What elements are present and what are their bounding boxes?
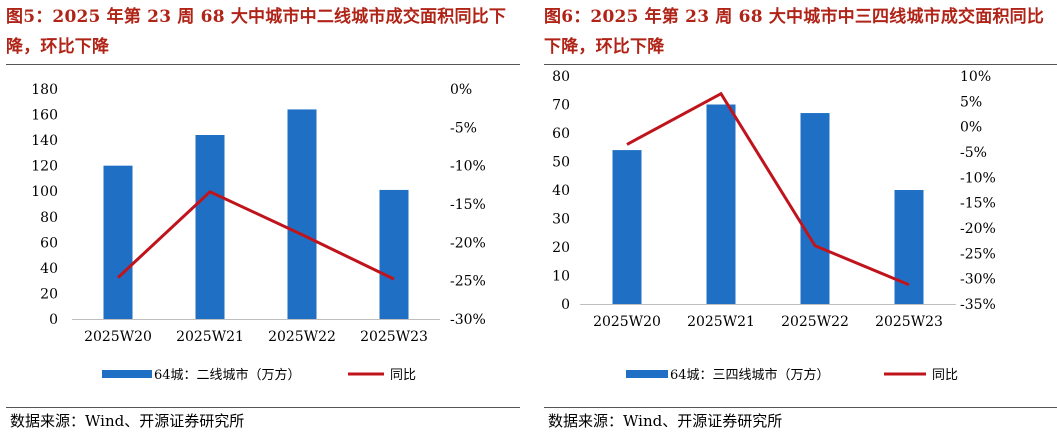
source-note: 数据来源：Wind、开源证券研究所 xyxy=(548,412,783,430)
right-axis-tick-label: -5% xyxy=(450,120,477,136)
chart-panel-right: 图6：2025 年第 23 周 68 大中城市中三四线城市成交面积同比下降，环比… xyxy=(544,0,1057,436)
right-axis-tick-label: 10% xyxy=(960,69,991,85)
legend-label-bar: 64城：二线城市（万方） xyxy=(154,367,301,383)
right-axis-tick-label: -25% xyxy=(450,274,486,290)
chart-figure: 0 10 20 30 40 50 60 70 80 10% 5% 0% -5% -10% -15% -20% -… xyxy=(552,69,996,383)
source-note: 数据来源：Wind、开源证券研究所 xyxy=(10,412,245,430)
legend-swatch-bar xyxy=(102,370,152,378)
x-axis-tick-label: 2025W21 xyxy=(176,329,244,345)
left-axis-tick-label: 20 xyxy=(40,286,58,302)
right-axis-tick-label: -20% xyxy=(960,221,996,237)
legend-label-line: 同比 xyxy=(932,368,958,383)
bar xyxy=(195,135,225,319)
right-axis-tick-label: -10% xyxy=(450,159,486,175)
x-axis-tick-label: 2025W20 xyxy=(84,329,152,345)
left-axis-tick-label: 70 xyxy=(552,98,570,114)
right-axis-tick-label: -35% xyxy=(960,297,996,313)
bar xyxy=(103,165,133,319)
right-axis-tick-label: -10% xyxy=(960,170,996,186)
chart-title: 图6：2025 年第 23 周 68 大中城市中三四线城市成交面积同比下降，环比… xyxy=(544,7,1045,57)
bottom-divider xyxy=(6,407,520,408)
legend-label-bar: 64城：三四线城市（万方） xyxy=(670,367,830,383)
left-axis-tick-label: 60 xyxy=(552,126,570,142)
left-axis-tick-label: 120 xyxy=(31,159,58,175)
x-axis-tick-label: 2025W23 xyxy=(360,329,428,345)
chart-title: 图5：2025 年第 23 周 68 大中城市中二线城市成交面积同比下降，环比下… xyxy=(6,7,507,57)
x-axis-tick-label: 2025W20 xyxy=(593,314,661,330)
right-axis-tick-label: 5% xyxy=(960,94,982,110)
right-axis-tick-label: -5% xyxy=(960,145,987,161)
bar xyxy=(287,109,317,319)
bar xyxy=(800,113,830,304)
left-axis-tick-label: 60 xyxy=(40,235,58,251)
x-axis-tick-label: 2025W22 xyxy=(268,329,336,345)
x-axis-tick-label: 2025W22 xyxy=(781,314,849,330)
legend-swatch-bar xyxy=(626,370,668,378)
line-series xyxy=(626,91,910,287)
bar xyxy=(379,189,409,319)
right-axis-tick-label: 0% xyxy=(450,82,472,98)
chart-panel-left: 图5：2025 年第 23 周 68 大中城市中二线城市成交面积同比下降，环比下… xyxy=(6,0,526,436)
left-axis-tick-label: 40 xyxy=(552,183,570,199)
left-axis-tick-label: 80 xyxy=(552,69,570,85)
top-divider xyxy=(6,64,520,65)
chart-figure: 0 20 40 60 80 100 120 140 160 180 0% -5% -10% -15% -20… xyxy=(31,82,486,383)
left-axis-tick-label: 100 xyxy=(31,184,58,200)
top-divider xyxy=(544,64,1057,65)
left-axis-tick-label: 10 xyxy=(552,269,570,285)
right-axis-tick-label: -25% xyxy=(960,246,996,262)
right-axis-tick-label: 0% xyxy=(960,120,982,136)
line-series xyxy=(116,189,395,281)
left-axis-tick-label: 40 xyxy=(40,261,58,277)
bottom-divider xyxy=(544,407,1057,408)
bar xyxy=(894,190,924,304)
bar xyxy=(706,104,736,304)
left-axis-tick-label: 20 xyxy=(552,240,570,256)
left-axis-tick-label: 0 xyxy=(49,312,58,328)
x-axis-tick-label: 2025W21 xyxy=(687,314,755,330)
left-axis-tick-label: 140 xyxy=(31,133,58,149)
legend-label-line: 同比 xyxy=(390,368,416,383)
left-axis-tick-label: 30 xyxy=(552,212,570,228)
right-axis-tick-label: -15% xyxy=(450,197,486,213)
right-axis-tick-label: -15% xyxy=(960,196,996,212)
left-axis-tick-label: 180 xyxy=(31,82,58,98)
left-axis-tick-label: 160 xyxy=(31,108,58,124)
left-axis-tick-label: 50 xyxy=(552,155,570,171)
right-axis-tick-label: -30% xyxy=(450,312,486,328)
left-axis-tick-label: 80 xyxy=(40,210,58,226)
right-axis-tick-label: -30% xyxy=(960,272,996,288)
left-axis-tick-label: 0 xyxy=(561,297,570,313)
right-axis-tick-label: -20% xyxy=(450,235,486,251)
x-axis-tick-label: 2025W23 xyxy=(875,314,943,330)
bar xyxy=(612,150,642,304)
